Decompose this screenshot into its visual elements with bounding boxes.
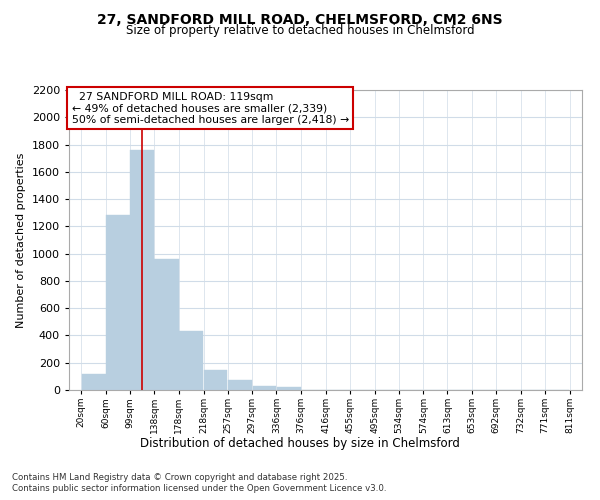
Text: Contains HM Land Registry data © Crown copyright and database right 2025.: Contains HM Land Registry data © Crown c… bbox=[12, 472, 347, 482]
Bar bbox=[277, 388, 301, 390]
Text: Size of property relative to detached houses in Chelmsford: Size of property relative to detached ho… bbox=[125, 24, 475, 37]
Text: Contains public sector information licensed under the Open Government Licence v3: Contains public sector information licen… bbox=[12, 484, 386, 493]
Bar bbox=[179, 332, 203, 390]
Bar bbox=[130, 150, 154, 390]
Bar bbox=[204, 370, 227, 390]
Text: Distribution of detached houses by size in Chelmsford: Distribution of detached houses by size … bbox=[140, 438, 460, 450]
Bar bbox=[228, 380, 252, 390]
Bar bbox=[82, 374, 106, 390]
Bar bbox=[154, 259, 179, 390]
Text: 27, SANDFORD MILL ROAD, CHELMSFORD, CM2 6NS: 27, SANDFORD MILL ROAD, CHELMSFORD, CM2 … bbox=[97, 12, 503, 26]
Bar bbox=[253, 386, 276, 390]
Y-axis label: Number of detached properties: Number of detached properties bbox=[16, 152, 26, 328]
Bar bbox=[106, 216, 130, 390]
Text: 27 SANDFORD MILL ROAD: 119sqm
← 49% of detached houses are smaller (2,339)
50% o: 27 SANDFORD MILL ROAD: 119sqm ← 49% of d… bbox=[71, 92, 349, 124]
